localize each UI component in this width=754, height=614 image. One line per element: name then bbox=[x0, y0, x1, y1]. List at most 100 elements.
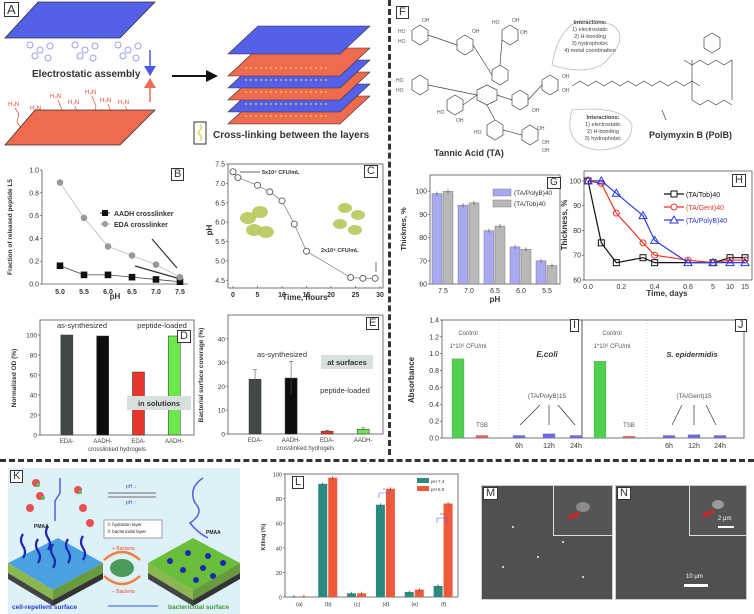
chart-d: 0 20 40 60 80 100 EDA- AADH- EDA- AADH-crosslinke… bbox=[0, 300, 195, 458]
minus-bacteria-label: − Bacteria bbox=[112, 589, 135, 595]
panel-label-g: G bbox=[547, 177, 561, 189]
water-molecules bbox=[26, 479, 94, 527]
bacterium-icon bbox=[348, 225, 362, 235]
data-point bbox=[128, 252, 136, 259]
bar bbox=[385, 488, 395, 597]
y-tick-label: 20 bbox=[30, 413, 38, 420]
pmaa-label-left: PMAA bbox=[34, 524, 49, 530]
svg-text:H₃N: H₃N bbox=[68, 100, 79, 106]
crosslinks bbox=[245, 67, 330, 117]
data-point bbox=[596, 175, 607, 185]
svg-text:OH: OH bbox=[542, 148, 550, 154]
pmaa-label-right: PMAA bbox=[206, 530, 221, 536]
x-tick-label: 0.2 bbox=[616, 284, 626, 291]
chart-b-svg: 0.0 0.2 0.4 0.6 0.8 1.0 5.0 5.5 6.0 6.5 7.0 7.5 pH Fr… bbox=[7, 168, 188, 301]
x-tick-label: (d) bbox=[383, 602, 390, 608]
y-tick-label: 80 bbox=[573, 228, 581, 235]
data-point bbox=[708, 257, 718, 267]
stacked-layers bbox=[227, 25, 371, 125]
bactericidal-caption: bactericidal surface bbox=[168, 604, 230, 611]
crosslink-legend-box bbox=[193, 121, 207, 145]
x-tick-label: 30 bbox=[376, 292, 384, 299]
annotation-label: TSB bbox=[623, 423, 635, 429]
x-axis-title: Time, days bbox=[646, 289, 688, 298]
y-tick-label: 20 bbox=[218, 384, 226, 391]
y-tick-label: 0.4 bbox=[29, 236, 39, 243]
data-point bbox=[371, 274, 379, 282]
data-point bbox=[597, 239, 605, 247]
ph-down-label: pH ↓ bbox=[126, 484, 137, 490]
annotation-arrow bbox=[519, 404, 541, 426]
svg-text:OH: OH bbox=[562, 88, 570, 94]
inset-scale-bar bbox=[718, 526, 734, 528]
x-tick-label: 24h bbox=[714, 443, 726, 450]
bar bbox=[168, 335, 181, 436]
bacterium-icon bbox=[246, 224, 262, 236]
data-point bbox=[651, 259, 659, 267]
bar bbox=[443, 503, 453, 597]
sem-image-m: M bbox=[481, 485, 613, 600]
bar bbox=[569, 435, 583, 439]
x-tick-label: 6.5 bbox=[490, 288, 500, 295]
annotation-label: as-synthesized bbox=[257, 350, 307, 359]
legend-swatch bbox=[492, 199, 512, 208]
x-tick-label: 6.0 bbox=[103, 289, 113, 296]
annotation-label: S. epidermidis bbox=[666, 350, 717, 359]
cycle-arrow-top bbox=[103, 550, 141, 561]
x-axis-title: pH bbox=[490, 295, 501, 304]
interactions-list-1: Interactions: 1) electrostatic 2) H-bond… bbox=[554, 20, 626, 55]
y-tick-label: 0.0 bbox=[29, 282, 39, 289]
main-scale-bar bbox=[684, 584, 708, 587]
inset-scale-label: 2 μm bbox=[718, 516, 732, 522]
y-tick-label: 90 bbox=[573, 203, 581, 210]
legend-label: (TA/Tob)40 bbox=[514, 201, 546, 208]
annotation-arrow bbox=[671, 404, 683, 426]
annotation-label: TSB bbox=[476, 423, 488, 429]
y-axis-title: Fraction of released peptide L5 bbox=[7, 179, 14, 275]
bar bbox=[546, 265, 558, 285]
cell-repellent-caption: cell-repellent surface bbox=[12, 604, 78, 611]
annotation-label: Control bbox=[602, 331, 621, 337]
main-scale-label: 10 μm bbox=[686, 574, 703, 580]
chart-g-svg: 60 70 80 90 100 Thicknes, % 7.5 7.0 6.5 6.0 5.5 pH (… bbox=[399, 174, 561, 304]
bacterium-icon bbox=[333, 219, 347, 229]
y-tick-label: 40 bbox=[218, 336, 226, 343]
plot-frame bbox=[227, 314, 384, 435]
data-point bbox=[583, 175, 593, 185]
y-tick-label: 0.8 bbox=[429, 368, 439, 375]
data-point bbox=[56, 262, 64, 270]
x-tick-label: AADH- bbox=[282, 438, 301, 444]
significance-label: * bbox=[383, 488, 385, 494]
panel-label-a: A bbox=[4, 2, 19, 17]
bar bbox=[475, 435, 489, 439]
x-tick-label: 5.5 bbox=[542, 288, 552, 295]
svg-text:H₃N: H₃N bbox=[30, 106, 41, 112]
series-line-1 bbox=[587, 180, 745, 264]
svg-text:OH: OH bbox=[512, 18, 520, 24]
y-tick-label: 5.0 bbox=[215, 258, 225, 265]
significance-label: ** bbox=[440, 513, 444, 519]
x-tick-label: (c) bbox=[354, 602, 361, 608]
data-point bbox=[651, 251, 659, 259]
y-axis-title: Thicknes, % bbox=[399, 207, 408, 251]
annotation-label: peptide-loaded bbox=[320, 386, 370, 395]
legend-swatch bbox=[492, 188, 512, 197]
x-tick-label: 15 bbox=[303, 292, 311, 299]
red-layer-plate bbox=[4, 109, 156, 146]
interaction-item: 2) H-bonding bbox=[574, 34, 606, 40]
panel-label-c: C bbox=[364, 165, 378, 178]
bar bbox=[687, 434, 701, 439]
legend-marker bbox=[102, 210, 108, 216]
panel-label-b: B bbox=[171, 168, 185, 181]
data-point bbox=[612, 259, 620, 267]
y-tick-label: 100 bbox=[26, 333, 37, 340]
legend-marker bbox=[670, 203, 678, 211]
y-tick-label: 80 bbox=[276, 497, 282, 503]
x-tick-label: 5.5 bbox=[79, 289, 89, 296]
sem-image-n: 2 μm N 10 μm bbox=[615, 485, 747, 600]
sem-inset-n: 2 μm bbox=[689, 486, 746, 536]
y-tick-label: 0.2 bbox=[429, 419, 439, 426]
interaction-item: 1) electrostatic bbox=[585, 122, 621, 128]
panel-a-illustration: H₃N H₃N H₃N H₃N H₃N H₃N H₃N bbox=[4, 1, 371, 146]
bar bbox=[593, 361, 607, 439]
